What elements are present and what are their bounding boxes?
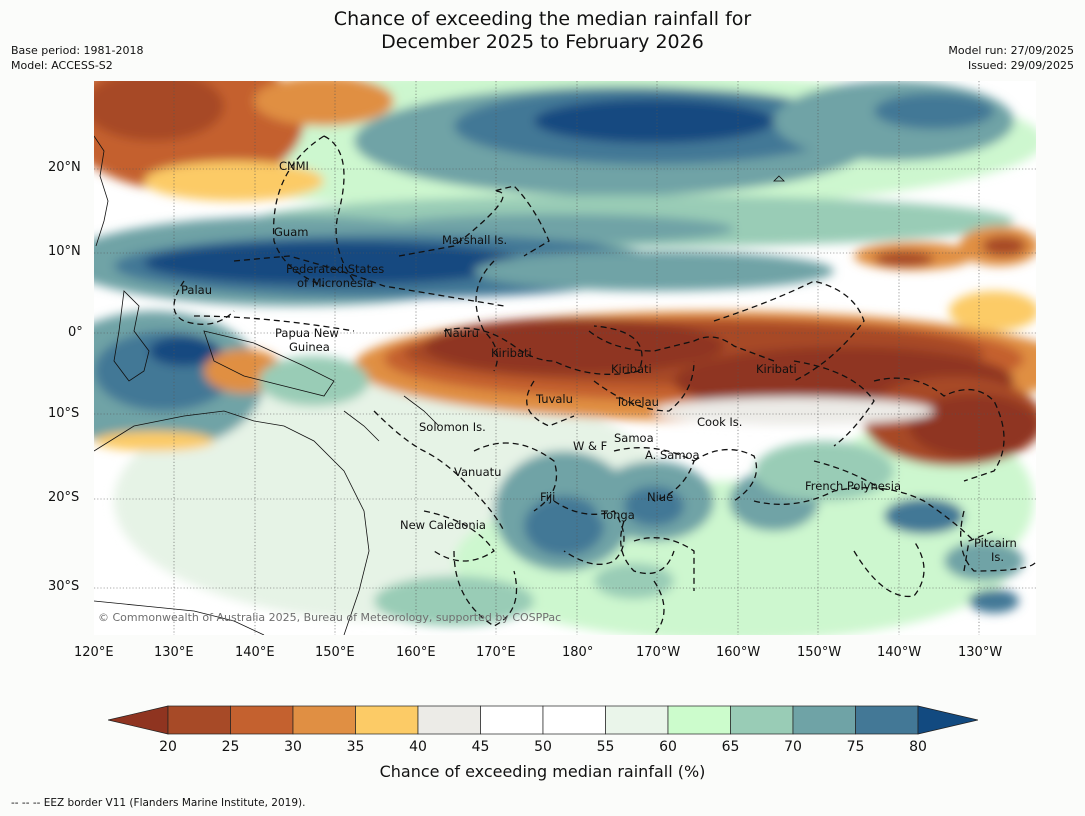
rainfall-field (94, 81, 1036, 635)
eez-footnote: -- -- -- EEZ border V11 (Flanders Marine… (11, 797, 306, 809)
region-label: Cook Is. (697, 415, 742, 429)
colorbar-tick: 40 (409, 739, 427, 755)
colorbar-tick: 45 (471, 739, 490, 755)
colorbar-tick: 35 (346, 739, 365, 755)
title-line-1: Chance of exceeding the median rainfall … (333, 8, 752, 30)
lat-label: 20°S (48, 490, 80, 505)
colorbar-extend-high (917, 705, 978, 735)
lon-label: 130°W (958, 645, 1003, 660)
lon-label: 120°E (74, 645, 114, 660)
colorbar-swatch (855, 705, 919, 735)
colorbar-tick: 75 (846, 739, 865, 755)
colorbar-tick: 50 (534, 739, 552, 755)
region-label: Tonga (600, 508, 635, 522)
region-label: Niue (647, 490, 673, 504)
colorbar-tick: 70 (784, 739, 802, 755)
region-label: CNMI (279, 159, 309, 173)
region-label: Palau (181, 283, 212, 297)
graticule (94, 81, 1036, 635)
region-label: Tuvalu (535, 392, 573, 406)
region-label: Marshall Is. (442, 233, 507, 247)
colorbar-swatch (167, 705, 231, 735)
region-label: Samoa (614, 431, 654, 445)
lon-label: 170°W (636, 645, 681, 660)
colorbar-tick: 60 (659, 739, 677, 755)
region-label: Tokelau (615, 395, 659, 409)
lat-label: 0° (68, 325, 83, 340)
lon-label: 170°E (476, 645, 516, 660)
colorbar-swatch (605, 705, 669, 735)
lat-label: 10°N (48, 244, 81, 259)
model-run: Model run: 27/09/2025 (948, 44, 1074, 57)
model-name: Model: ACCESS-S2 (11, 59, 113, 72)
lon-label: 140°W (877, 645, 922, 660)
region-label: Guam (274, 225, 308, 239)
colorbar-swatch (417, 705, 481, 735)
colorbar-extend-low (108, 705, 169, 735)
colorbar-swatch (730, 705, 794, 735)
region-label: French Polynesia (805, 479, 901, 493)
region-label: W & F (573, 439, 607, 453)
lon-label: 180° (562, 645, 594, 660)
region-label: Pitcairn (974, 536, 1017, 550)
eez-borders (173, 135, 1036, 635)
lon-label: 160°W (716, 645, 761, 660)
region-label: Guinea (289, 340, 330, 354)
colorbar-tick: 30 (284, 739, 302, 755)
colorbar-tick: 80 (909, 739, 927, 755)
region-labels: CNMI Guam Marshall Is. Federated States … (181, 159, 1017, 564)
issued-date: Issued: 29/09/2025 (967, 59, 1074, 72)
meta-left: Base period: 1981-2018 Model: ACCESS-S2 (11, 43, 143, 73)
colorbar-tick: 20 (159, 739, 177, 755)
copyright-notice: © Commonwealth of Australia 2025, Bureau… (98, 611, 561, 624)
colorbar-tick: 65 (721, 739, 740, 755)
region-label: Fiji (540, 490, 555, 504)
colorbar-title: Chance of exceeding median rainfall (%) (379, 762, 706, 781)
rainfall-map: CNMI Guam Marshall Is. Federated States … (94, 81, 1036, 635)
region-label: Solomon Is. (419, 420, 486, 434)
region-label: Papua New (275, 326, 339, 340)
lon-label: 140°E (235, 645, 275, 660)
colorbar-swatch (292, 705, 356, 735)
colorbar (108, 705, 978, 735)
region-label: A. Samoa (645, 448, 700, 462)
region-label: Nauru (444, 326, 479, 340)
region-label: New Caledonia (400, 518, 486, 532)
lat-label: 20°N (48, 160, 81, 175)
colorbar-tick: 25 (221, 739, 240, 755)
lon-label: 150°E (315, 645, 355, 660)
title-line-2: December 2025 to February 2026 (381, 31, 704, 53)
region-label: Kiribati (611, 362, 652, 376)
region-label: of Micronesia (297, 276, 373, 290)
region-label: Vanuatu (454, 465, 501, 479)
colorbar-swatch (230, 705, 294, 735)
region-label: Kiribati (756, 362, 797, 376)
lon-label: 150°W (797, 645, 842, 660)
colorbar-swatch (355, 705, 419, 735)
colorbar-swatch (480, 705, 544, 735)
colorbar-swatch (792, 705, 856, 735)
lat-label: 10°S (48, 406, 80, 421)
lat-label: 30°S (48, 579, 80, 594)
lon-label: 160°E (396, 645, 436, 660)
colorbar-swatch (542, 705, 606, 735)
colorbar-swatch (667, 705, 731, 735)
region-label: Kiribati (491, 346, 532, 360)
colorbar-tick: 55 (596, 739, 615, 755)
region-label: Is. (991, 550, 1004, 564)
meta-right: Model run: 27/09/2025 Issued: 29/09/2025 (948, 43, 1074, 73)
base-period: Base period: 1981-2018 (11, 44, 144, 57)
region-label: Federated States (286, 262, 384, 276)
coastlines (94, 135, 785, 635)
lon-label: 130°E (154, 645, 194, 660)
